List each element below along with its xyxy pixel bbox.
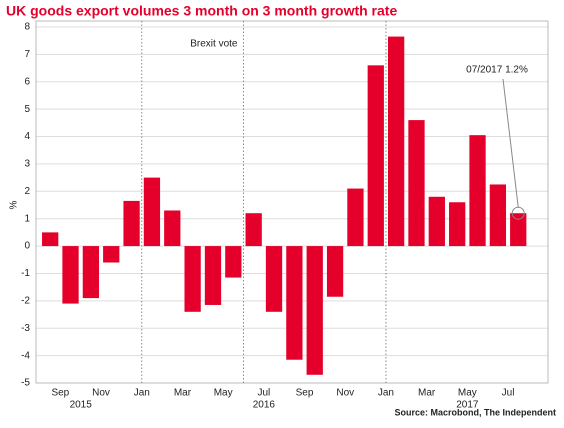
x-tick-label: May xyxy=(458,388,477,399)
y-tick-label: 3 xyxy=(24,159,30,170)
x-tick-label: Nov xyxy=(92,388,110,399)
bar xyxy=(123,200,140,247)
bar xyxy=(469,135,486,247)
bar xyxy=(184,246,201,312)
x-tick-label: Nov xyxy=(336,388,354,399)
bar xyxy=(164,210,181,247)
plot-frame xyxy=(35,20,549,384)
bar xyxy=(42,232,59,247)
y-axis-label: % xyxy=(9,200,20,209)
year-label: 2016 xyxy=(253,400,276,411)
y-tick-label: -3 xyxy=(21,323,30,334)
y-tick-label: 2 xyxy=(24,186,30,197)
bar xyxy=(103,246,120,263)
y-tick-label: 6 xyxy=(24,76,30,87)
y-tick-label: 1 xyxy=(24,213,30,224)
annotation: 07/2017 1.2% xyxy=(466,65,528,76)
x-tick-label: Mar xyxy=(418,388,436,399)
y-tick-label: -4 xyxy=(21,350,30,361)
bar xyxy=(204,246,222,305)
bar xyxy=(408,120,425,247)
y-tick-label: 7 xyxy=(24,49,30,60)
year-label: 2015 xyxy=(70,400,93,411)
bar xyxy=(225,246,242,278)
bar xyxy=(286,246,303,360)
y-tick-label: 8 xyxy=(24,22,30,33)
bar xyxy=(326,246,344,297)
source: Source: Macrobond, The Independent xyxy=(394,407,556,417)
pointer xyxy=(502,78,519,208)
x-tick-label: Jul xyxy=(257,388,270,399)
bar xyxy=(510,213,527,247)
bar xyxy=(143,177,161,247)
x-tick-label: Jul xyxy=(502,388,515,399)
highlight xyxy=(511,206,525,220)
y-tick-label: 5 xyxy=(24,104,30,115)
annotation: Brexit vote xyxy=(190,39,238,50)
x-tick-label: May xyxy=(214,388,233,399)
bar xyxy=(347,188,364,247)
bar xyxy=(387,36,405,247)
y-tick-label: 0 xyxy=(24,241,30,252)
chart-title: UK goods export volumes 3 month on 3 mon… xyxy=(6,3,397,19)
y-tick-label: -1 xyxy=(21,268,30,279)
bar xyxy=(82,246,100,299)
y-tick-label: -2 xyxy=(21,295,30,306)
bar xyxy=(428,196,445,247)
bar xyxy=(449,202,466,247)
x-tick-label: Jan xyxy=(378,388,394,399)
x-tick-label: Jan xyxy=(134,388,150,399)
bar xyxy=(265,246,283,312)
bar xyxy=(306,246,323,375)
bar xyxy=(489,184,507,247)
bar xyxy=(245,213,262,247)
bar xyxy=(62,246,79,304)
x-tick-label: Mar xyxy=(174,388,192,399)
y-tick-label: 4 xyxy=(24,131,30,142)
x-tick-label: Sep xyxy=(51,388,69,399)
x-tick-label: Sep xyxy=(296,388,314,399)
bar xyxy=(367,65,384,247)
year-label: 2017 xyxy=(456,400,479,411)
y-tick-label: -5 xyxy=(21,378,30,389)
